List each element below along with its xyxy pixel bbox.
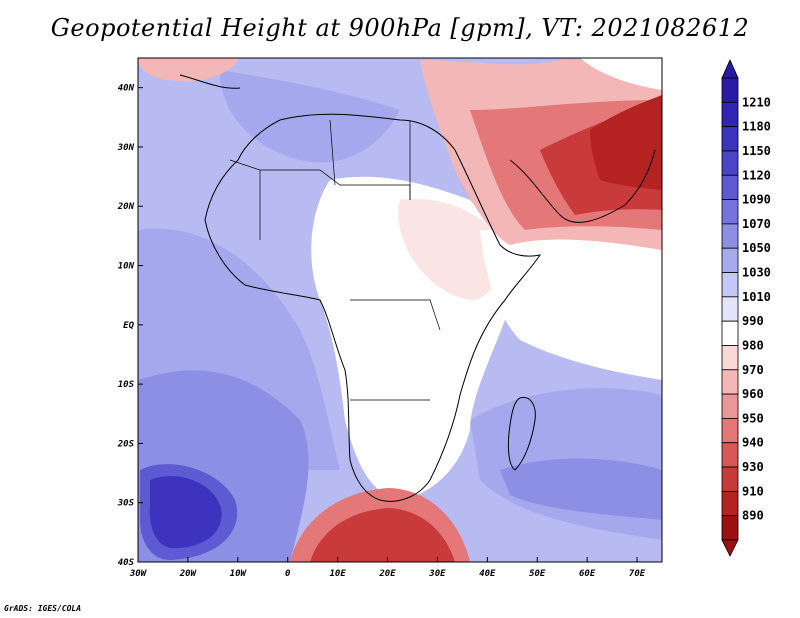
lat-tick-label: 10S	[118, 380, 135, 390]
lon-tick-label: 0	[285, 569, 291, 579]
africa-coastline	[204, 113, 542, 502]
colorbar-swatch	[721, 272, 739, 298]
lat-tick-label: 20N	[117, 202, 135, 212]
latitude-axis: 40N 30N 20N 10N EQ 10S 20S 30S 40S	[117, 84, 143, 568]
lat-tick-label: 40N	[118, 84, 135, 94]
colorbar-swatch	[721, 174, 739, 200]
colorbar: 1210 1180 1150 1120 1090 1070 1050 1030 1010 990 9…	[721, 59, 771, 557]
colorbar-swatch	[721, 515, 739, 541]
colorbar-swatch	[721, 296, 739, 322]
colorbar-swatch	[721, 247, 739, 273]
lat-tick-label: 30N	[117, 143, 135, 153]
colorbar-label: 890	[742, 509, 764, 523]
map-plot-area	[138, 58, 662, 562]
colorbar-swatch	[721, 369, 739, 395]
lon-tick-label: 20E	[378, 569, 396, 579]
colorbar-swatch	[721, 320, 739, 346]
colorbar-swatch	[721, 77, 739, 103]
colorbar-arrow-bottom	[721, 539, 739, 557]
madagascar-coastline	[507, 396, 536, 471]
coastlines	[179, 74, 656, 502]
colorbar-label: 930	[742, 460, 764, 474]
lon-tick-label: 50E	[529, 569, 546, 579]
field-high-caspian	[580, 58, 662, 90]
colorbar-swatch	[721, 442, 739, 468]
longitude-axis: 30W 20W 10W 0 10E 20E 30E 40E 50E 60E 70E	[129, 557, 646, 579]
lat-tick-label: 40S	[118, 558, 135, 568]
field-low-south-atlantic-inner	[310, 508, 455, 562]
credit-text: GrADS: IGES/COLA	[4, 604, 82, 613]
field-high-arabian-sea	[480, 230, 662, 380]
iberia-coastline	[179, 74, 241, 89]
colorbar-swatch	[721, 490, 739, 517]
lon-tick-label: 60E	[579, 569, 596, 579]
colorbar-label: 910	[742, 484, 764, 498]
colorbar-swatch	[721, 418, 739, 444]
colorbar-label: 950	[742, 411, 764, 425]
lat-tick-label: EQ	[123, 321, 134, 331]
field-low-persia-core	[590, 95, 662, 190]
colorbar-swatch	[721, 466, 739, 492]
border-west	[229, 159, 261, 240]
colorbar-swatch	[721, 223, 739, 249]
colorbar-label: 990	[742, 314, 764, 328]
lat-tick-label: 10N	[118, 262, 135, 272]
colorbar-label: 1120	[742, 168, 771, 182]
colorbar-label: 1150	[742, 144, 771, 158]
country-borders	[229, 119, 441, 401]
chart-title: Geopotential Height at 900hPa [gpm], VT:…	[50, 14, 750, 42]
colorbar-swatch	[721, 345, 739, 371]
colorbar-label: 1030	[742, 266, 771, 280]
colorbar-label: 1210	[742, 95, 771, 109]
colorbar-label: 970	[742, 363, 764, 377]
field-band-southeast-inner	[500, 458, 662, 520]
border-central	[350, 299, 441, 331]
colorbar-swatch	[721, 199, 739, 225]
colorbar-label: 1090	[742, 193, 771, 207]
colorbar-label: 1010	[742, 290, 771, 304]
colorbar-swatch	[721, 126, 739, 152]
arabia-coastline	[509, 149, 656, 223]
field-band-north	[220, 70, 400, 163]
colorbar-swatch	[721, 150, 739, 176]
field-warm-horn	[398, 199, 502, 300]
field-low-iberia	[138, 58, 240, 82]
plot-frame	[137, 57, 663, 563]
colorbar-swatch	[721, 393, 739, 419]
colorbar-swatch	[721, 101, 739, 128]
lon-tick-label: 10W	[230, 569, 248, 579]
lat-tick-label: 30S	[117, 499, 135, 509]
lon-tick-label: 10E	[329, 569, 346, 579]
lon-tick-label: 70E	[629, 569, 646, 579]
colorbar-label: 980	[742, 338, 764, 352]
border-libya	[329, 119, 336, 186]
colorbar-arrow-top	[721, 59, 739, 79]
lat-tick-label: 20S	[117, 439, 135, 449]
field-core-southwest	[149, 476, 222, 549]
lon-tick-label: 40E	[479, 569, 496, 579]
colorbar-label: 1070	[742, 217, 771, 231]
colorbar-label: 1050	[742, 241, 771, 255]
lon-tick-label: 30W	[129, 569, 148, 579]
colorbar-label: 1180	[742, 120, 771, 134]
colorbar-label: 940	[742, 436, 764, 450]
lon-tick-label: 30E	[428, 569, 446, 579]
colorbar-label: 960	[742, 387, 764, 401]
lon-tick-label: 20W	[179, 569, 198, 579]
